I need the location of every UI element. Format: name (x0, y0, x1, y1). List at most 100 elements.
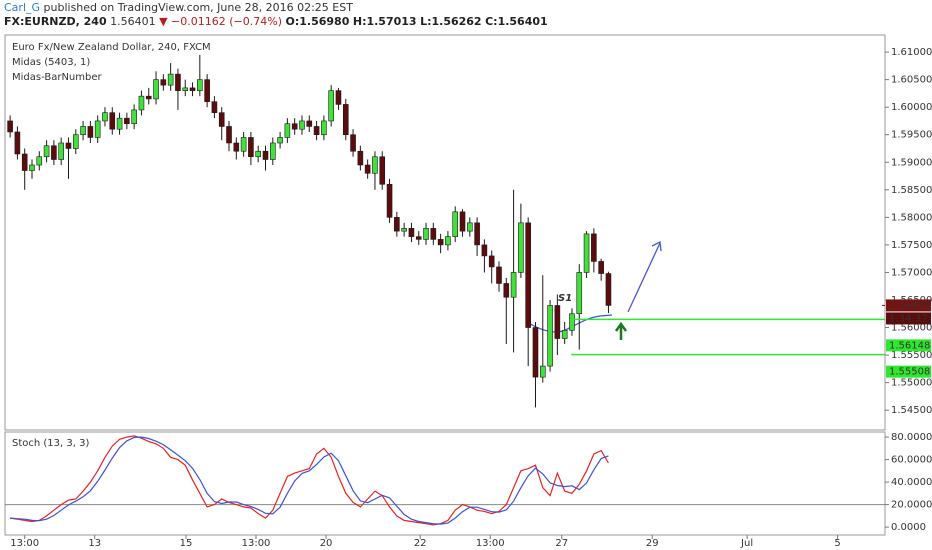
candle-body (277, 137, 283, 144)
candle-body (474, 222, 480, 246)
candle-body (430, 228, 437, 240)
price-pane (4, 34, 886, 431)
candle-body (467, 222, 473, 232)
candle-body (291, 123, 298, 130)
candle-body (364, 164, 371, 174)
candle-body (481, 244, 488, 257)
quote: C:1.56401 (485, 15, 548, 28)
candle-body (598, 261, 604, 274)
candle-body (197, 79, 203, 91)
x-tick-label: 13:00 (10, 538, 39, 549)
candle-body (459, 211, 466, 232)
candle-body (532, 327, 539, 378)
x-tick-label: 27 (555, 538, 568, 549)
y-tick-label: 1.56000 (891, 323, 932, 334)
y-tick-label: 1.59500 (891, 130, 932, 141)
quote: H:1.57013 (352, 15, 417, 28)
candle-body (401, 228, 407, 232)
candle-body (488, 255, 495, 268)
level-label-box (886, 339, 931, 352)
y-tick-label: 1.54500 (891, 405, 932, 416)
indicator-name: Midas-BarNumber (12, 72, 103, 83)
candle-body (350, 134, 356, 152)
last: 1.56401 (110, 15, 156, 28)
candle-body (510, 272, 517, 298)
level-label: 1.55508 (889, 367, 930, 378)
candle-body (65, 142, 72, 149)
candle-body (51, 145, 57, 160)
projection-arrow (627, 242, 661, 313)
candle-body (240, 137, 247, 152)
candle-body (408, 228, 415, 237)
candle-body (21, 153, 28, 171)
candle-body (153, 79, 159, 100)
candle-body (175, 73, 181, 91)
author[interactable]: Carl_G (4, 1, 41, 14)
candle-body (299, 120, 305, 130)
candle-body (576, 272, 583, 315)
candle-body (131, 109, 137, 124)
candle-body (415, 236, 422, 240)
y-tick-label: 1.57000 (891, 267, 932, 278)
candle-body (379, 156, 386, 185)
candle-body (328, 90, 334, 122)
candle-body (87, 126, 94, 138)
y-tick-label: 1.59000 (891, 157, 932, 168)
y-tick-label: 40.0000 (891, 477, 932, 488)
countdown: 1:34:37 (889, 313, 928, 324)
candle-body (72, 134, 79, 149)
x-tick-label: 22 (414, 538, 427, 549)
candle-body (503, 283, 510, 298)
candle-body (591, 233, 597, 262)
candle-body (321, 120, 327, 136)
candle-body (357, 150, 364, 166)
candle-body (496, 266, 502, 284)
candle-body (547, 305, 553, 367)
candle-body (605, 273, 612, 306)
x-tick-label: 5 (834, 538, 840, 549)
candle-body (539, 365, 546, 378)
level-label-box (886, 365, 931, 378)
up-arrow (614, 321, 628, 340)
candle-body (167, 73, 174, 86)
quote-line: FX:EURNZD, 240 1.56401 ▼ −0.01162 (−0.74… (4, 15, 548, 29)
candle-body (306, 120, 313, 127)
countdown-box (886, 312, 931, 325)
y-tick-label: 1.57500 (891, 240, 932, 251)
candle-body (7, 120, 13, 133)
candle-body (182, 87, 189, 91)
change: ▼ −0.01162 (−0.74%) (159, 15, 282, 28)
y-tick-label: 1.58000 (891, 212, 932, 223)
candle-body (58, 142, 64, 160)
candle-body (583, 233, 590, 273)
candle-body (437, 239, 444, 246)
candle-body (29, 164, 35, 171)
candle-body (189, 87, 196, 91)
candle-body (218, 112, 225, 127)
y-tick-label: 60.0000 (891, 455, 932, 466)
candle-body (43, 145, 50, 158)
candle-body (36, 156, 43, 166)
published: published on TradingView.com, June 28, 2… (43, 1, 353, 14)
candle-body (94, 120, 101, 138)
candle-body (248, 137, 254, 158)
candle-body (335, 90, 342, 105)
price-label-box (886, 299, 931, 312)
x-tick-label: 29 (646, 538, 659, 549)
candle-body (145, 95, 152, 100)
candle-body (284, 123, 291, 138)
projection-arrow-head (651, 241, 662, 252)
candle-body (525, 222, 531, 328)
candle-body (394, 217, 400, 232)
candle-body (109, 112, 116, 130)
candle-body (262, 150, 269, 160)
publish-line: Carl_G published on TradingView.com, Jun… (4, 1, 548, 15)
candle-body (204, 79, 210, 102)
stoch-line (10, 436, 609, 525)
y-tick-label: 80.0000 (891, 432, 932, 443)
price-label: 1.56401 (889, 300, 930, 311)
y-tick-label: 0.0000 (891, 522, 926, 533)
y-tick-label: 1.61000 (891, 47, 932, 58)
indicator-name: Midas (5403, 1) (12, 57, 90, 68)
